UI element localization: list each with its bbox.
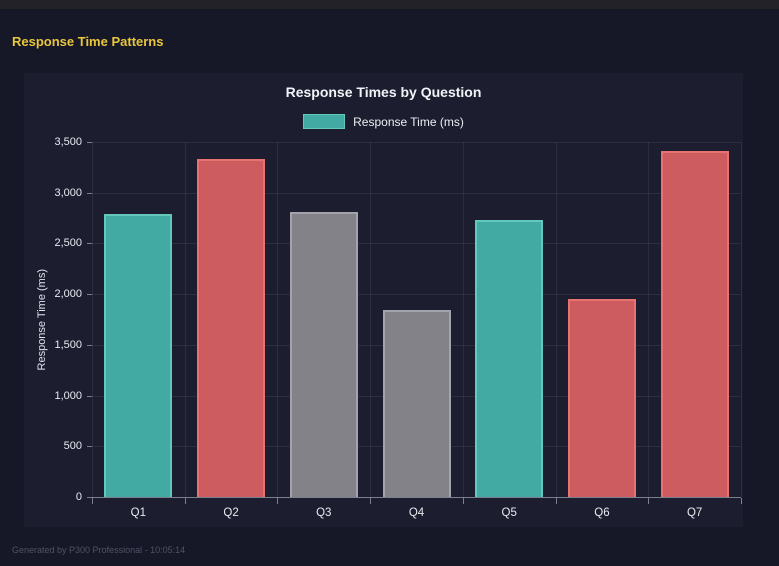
y-tick-mark xyxy=(87,142,92,143)
y-tick-label: 2,000 xyxy=(54,288,82,301)
x-tick-mark xyxy=(555,498,557,504)
x-tick-mark xyxy=(370,498,372,504)
y-tick-label: 0 xyxy=(75,491,82,503)
bar-q7[interactable] xyxy=(660,151,729,497)
y-tick-label: 3,500 xyxy=(54,136,82,148)
bar-q6[interactable] xyxy=(567,299,636,497)
gridline-horizontal xyxy=(92,243,741,245)
bar-q1[interactable] xyxy=(104,213,173,497)
x-tick-label: Q1 xyxy=(130,507,147,519)
x-tick-mark xyxy=(648,498,650,504)
legend-item[interactable]: Response Time (ms) xyxy=(24,114,743,129)
y-tick-mark xyxy=(87,294,92,296)
x-tick-mark xyxy=(92,498,93,504)
y-axis-ticks: 0 500 1,000 1,500 2,000 2,500 3,000 3,500 xyxy=(24,136,92,503)
y-tick-label: 500 xyxy=(63,440,82,453)
gridline-horizontal xyxy=(92,294,741,296)
x-tick-label: Q4 xyxy=(408,507,425,519)
y-tick-label: 3,000 xyxy=(54,186,82,199)
y-tick-label: 1,000 xyxy=(54,389,82,402)
x-tick-label: Q6 xyxy=(594,507,610,519)
y-tick-mark xyxy=(87,446,92,448)
gridline-vertical xyxy=(555,142,557,497)
x-tick-mark xyxy=(741,498,742,504)
x-tick-label: Q5 xyxy=(501,507,517,519)
bar-q4[interactable] xyxy=(382,309,451,497)
footer-text: Generated by P300 Professional - 10:05:1… xyxy=(12,545,186,555)
y-tick-label: 2,500 xyxy=(54,237,82,250)
gridline-vertical xyxy=(92,142,93,497)
x-tick-label: Q3 xyxy=(316,507,332,519)
gridline-horizontal xyxy=(92,192,741,194)
gridline-vertical xyxy=(648,142,650,497)
chart-panel: Response Times by Question Response Time… xyxy=(24,73,743,527)
gridline-vertical xyxy=(462,142,464,497)
legend-label: Response Time (ms) xyxy=(353,114,464,129)
bar-q2[interactable] xyxy=(197,159,266,497)
gridline-horizontal xyxy=(92,142,741,143)
x-tick-label: Q2 xyxy=(223,507,239,519)
gridline-vertical xyxy=(184,142,186,497)
y-tick-mark xyxy=(87,344,92,346)
top-strip xyxy=(0,0,779,9)
plot-area xyxy=(87,142,742,504)
chart-title: Response Times by Question xyxy=(285,84,482,100)
page-title: Response Time Patterns xyxy=(12,34,164,49)
gridline-vertical xyxy=(370,142,372,497)
gridline-vertical xyxy=(741,142,742,497)
y-tick-mark xyxy=(87,497,92,498)
x-tick-label: Q7 xyxy=(686,507,703,519)
y-tick-label: 1,500 xyxy=(54,338,82,351)
y-tick-mark xyxy=(87,192,92,194)
y-tick-mark xyxy=(87,395,92,397)
bar-q5[interactable] xyxy=(475,220,544,497)
gridline-vertical xyxy=(277,142,279,497)
legend-swatch xyxy=(303,114,346,129)
x-tick-mark xyxy=(462,498,464,504)
x-tick-mark xyxy=(184,498,186,504)
y-tick-mark xyxy=(87,243,92,245)
bar-q3[interactable] xyxy=(289,212,358,497)
x-tick-mark xyxy=(277,498,279,504)
